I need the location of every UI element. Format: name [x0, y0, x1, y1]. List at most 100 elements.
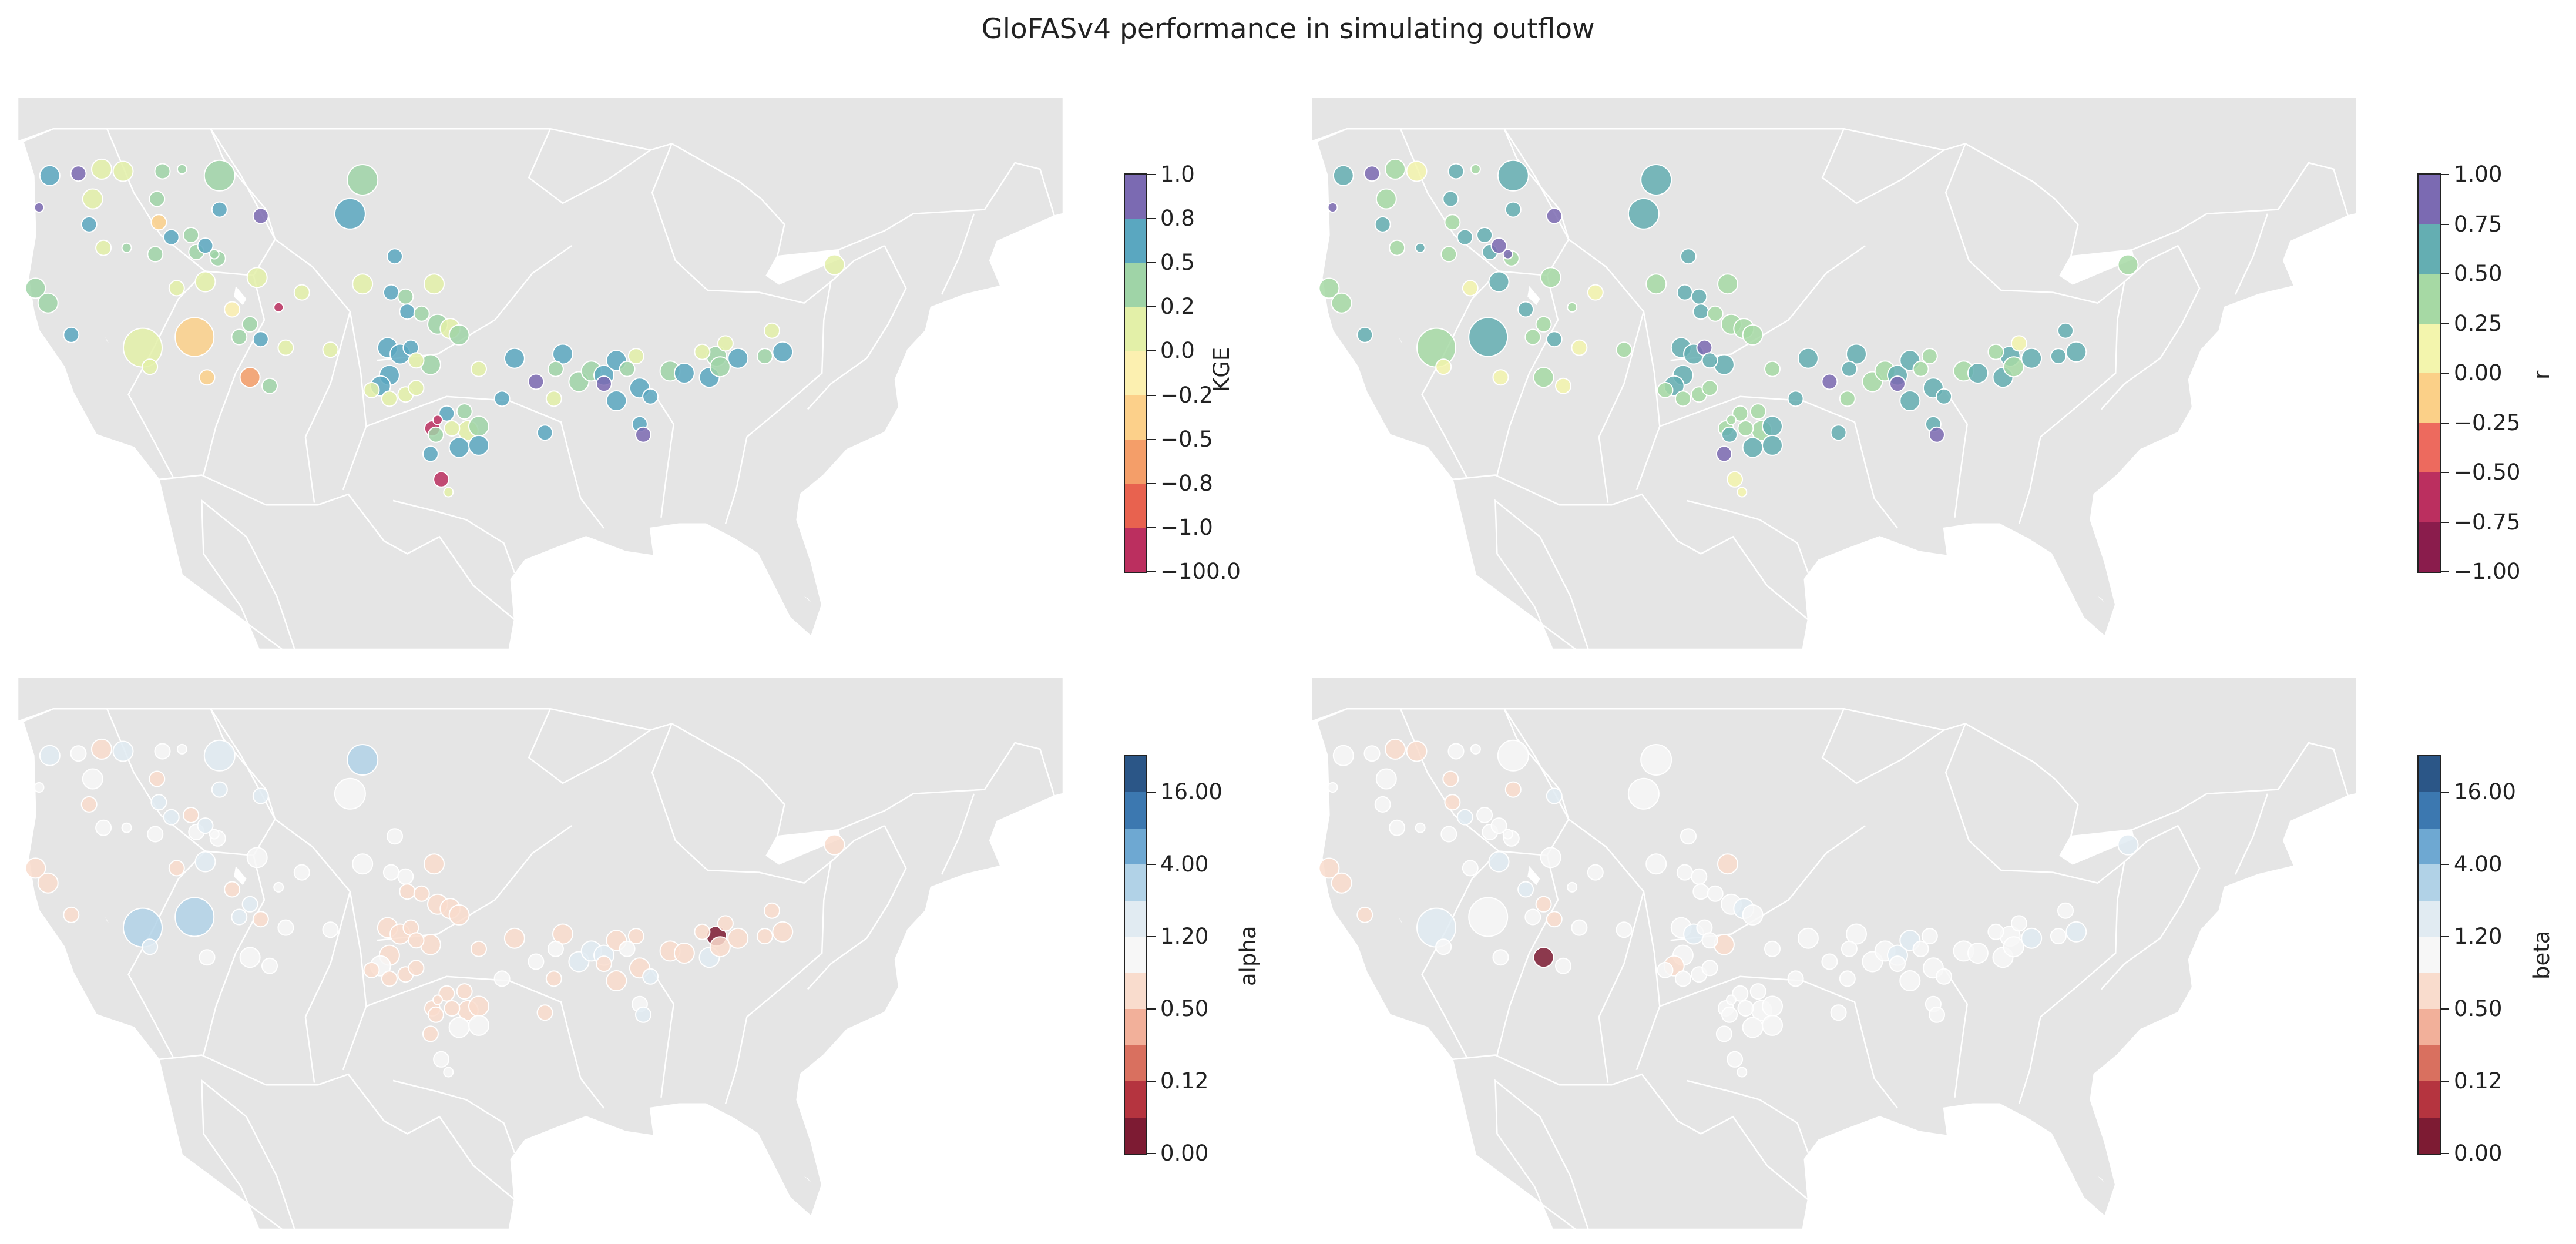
station-marker [1535, 896, 1552, 913]
station-marker [1517, 881, 1534, 898]
station-marker [273, 301, 284, 313]
station-marker [1616, 921, 1633, 938]
station-marker [1691, 288, 1708, 305]
tick-mark [1147, 174, 1156, 175]
station-marker [673, 363, 695, 384]
station-marker [1415, 822, 1426, 833]
station-marker [1889, 955, 1906, 973]
station-marker [82, 188, 103, 210]
station-marker [1721, 426, 1738, 443]
basin-boundary-12 [650, 387, 675, 518]
station-marker [2117, 834, 2139, 856]
station-marker [1389, 819, 1406, 836]
station-marker [1929, 1006, 1945, 1023]
station-marker [717, 915, 734, 932]
station-marker [1830, 1004, 1847, 1021]
station-marker [241, 896, 258, 913]
station-marker [433, 471, 450, 488]
tick-label: 0.75 [2454, 211, 2503, 237]
station-marker [1363, 165, 1381, 182]
colorbar-band [2419, 864, 2440, 901]
station-marker [468, 995, 489, 1017]
station-marker [635, 1006, 651, 1023]
station-marker [334, 777, 366, 810]
station-marker [2021, 927, 2043, 949]
station-marker [293, 864, 310, 881]
station-marker [1657, 961, 1674, 978]
station-marker [2003, 936, 2024, 958]
station-marker [2050, 928, 2067, 945]
colorbar-band [1125, 175, 1146, 219]
tick-mark [2441, 472, 2449, 473]
station-marker [82, 768, 103, 790]
basin-boundary-6 [1944, 143, 2179, 304]
basin-boundary-2 [127, 850, 206, 1058]
station-marker [493, 970, 511, 987]
station-marker [2010, 915, 2027, 932]
station-marker [1846, 343, 1867, 365]
station-marker [33, 782, 45, 793]
basin-boundary-2 [127, 270, 206, 478]
station-marker [432, 414, 443, 425]
station-marker [211, 781, 228, 798]
station-marker [1742, 904, 1764, 926]
tick-mark [2441, 223, 2449, 225]
station-marker [150, 794, 167, 811]
station-marker [709, 936, 731, 958]
station-marker [147, 826, 164, 843]
station-marker [433, 1051, 450, 1068]
station-marker [37, 872, 59, 894]
tick-label: 16.00 [1160, 779, 1222, 804]
station-marker [1490, 817, 1507, 834]
colorbar-label-kge: KGE [1209, 347, 1234, 392]
station-marker [1363, 745, 1381, 762]
station-marker [764, 902, 780, 919]
colorbar-band [2419, 1009, 2440, 1046]
basin-boundary-10 [1659, 395, 1898, 529]
tick-label: 4.00 [1160, 851, 1209, 877]
station-marker [1546, 787, 1563, 804]
basin-boundary-9 [2234, 793, 2269, 875]
station-marker [1444, 794, 1461, 811]
tick-mark [2441, 1008, 2449, 1010]
station-marker [727, 347, 749, 369]
station-marker [261, 957, 278, 974]
station-marker [1444, 214, 1461, 231]
colorbar-beta [2417, 755, 2441, 1155]
tick-mark [1147, 350, 1156, 352]
colorbar-band [1125, 395, 1146, 440]
tick-mark [2441, 422, 2449, 424]
station-marker [1749, 403, 1766, 420]
station-marker [1749, 983, 1766, 1000]
lake-0 [234, 286, 247, 306]
basin-boundary-6 [651, 143, 885, 304]
map-kge [18, 97, 1063, 649]
tick-label: 0.50 [1160, 996, 1209, 1021]
station-marker [1967, 363, 1989, 384]
station-marker [1504, 201, 1522, 218]
station-marker [121, 242, 132, 253]
colorbar-band [2419, 1045, 2440, 1082]
station-marker [1332, 165, 1354, 186]
basin-boundary-8 [807, 245, 907, 410]
station-marker [123, 327, 163, 368]
tick-label: −1.0 [1160, 514, 1213, 540]
station-marker [1442, 770, 1459, 787]
station-marker [147, 246, 164, 263]
tick-mark [1147, 306, 1156, 308]
station-marker [168, 860, 185, 877]
colorbar-band [1125, 828, 1146, 865]
station-marker [95, 819, 112, 836]
tick-label: 0.00 [2454, 1141, 2503, 1166]
map-alpha [18, 677, 1063, 1229]
station-marker [428, 426, 444, 443]
station-marker [456, 983, 473, 1000]
station-marker [448, 437, 470, 458]
basin-boundary-5 [1821, 128, 1944, 204]
colorbar-band [2419, 973, 2440, 1010]
station-marker [448, 324, 470, 346]
station-marker [1385, 738, 1406, 760]
station-marker [1707, 885, 1724, 902]
basin-boundary-7 [724, 281, 832, 525]
station-marker [273, 881, 284, 893]
